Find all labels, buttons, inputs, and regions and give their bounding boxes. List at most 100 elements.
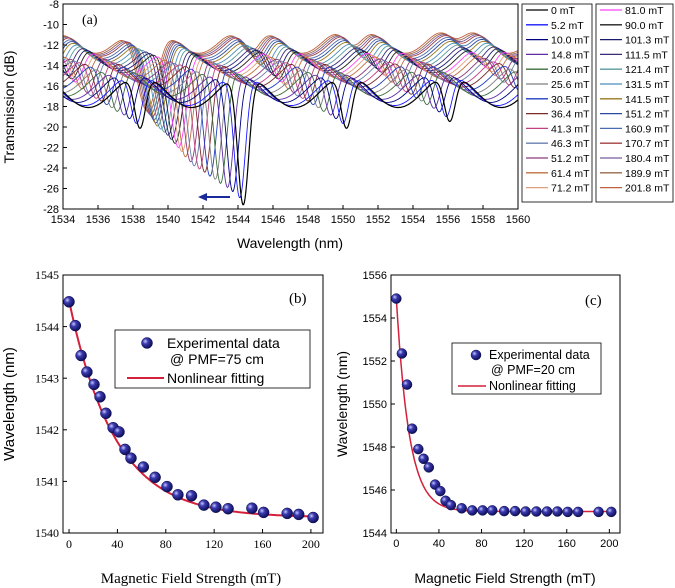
legend-label: 81.0 mT — [625, 5, 664, 17]
x-b-tick-label: 200 — [302, 537, 320, 551]
x-a-tick-label: 1554 — [401, 214, 425, 226]
fit-line — [395, 298, 615, 513]
x-c-tick-label: 120 — [515, 538, 533, 550]
y-axis-ticks-b: 1540 1541 1542 1543 1544 1545 — [35, 268, 67, 540]
x-a-tick-label: 1558 — [471, 214, 495, 226]
data-point — [466, 505, 478, 516]
x-axis-label-b: Magnetic Field Strength (mT) — [101, 571, 281, 587]
x-axis-ticks-b: 0 40 80 120 160 200 — [66, 529, 320, 551]
panel-label-c: (c) — [585, 293, 602, 309]
data-point — [149, 471, 161, 484]
shift-arrow — [198, 193, 230, 201]
spectrum-curves — [63, 32, 518, 206]
legend-label: 189.9 mT — [625, 168, 670, 180]
data-point — [486, 505, 498, 516]
data-point — [75, 349, 87, 362]
y-c-tick-label: 1550 — [363, 399, 387, 411]
x-b-tick-label: 80 — [160, 537, 172, 551]
y-axis-ticks-c: 1544 1546 1548 1550 1552 1554 1556 — [363, 270, 395, 540]
legend-text-b-3: Nonlinear fitting — [167, 370, 264, 386]
legend-label: 41.3 mT — [551, 123, 590, 135]
y-a-tick-label: -16 — [43, 81, 59, 93]
legend-label: 180.4 mT — [625, 153, 670, 165]
data-point — [210, 501, 222, 513]
data-point — [541, 506, 553, 517]
x-b-tick-label: 40 — [111, 537, 123, 551]
data-point — [401, 379, 413, 390]
legend-label: 36.4 mT — [551, 109, 590, 121]
y-a-tick-label: -24 — [43, 163, 59, 175]
x-axis-ticks-c: 0 40 80 120 160 200 — [393, 529, 619, 550]
legend-label: 0 mT — [551, 5, 576, 17]
data-points-b — [63, 296, 319, 524]
legend-c: Experimental data @ PMF=20 cm Nonlinear … — [451, 342, 602, 395]
legend-label: 20.6 mT — [551, 64, 590, 76]
x-c-tick-label: 0 — [393, 538, 399, 550]
data-point — [456, 503, 467, 514]
legend-label: 111.5 mT — [625, 49, 668, 61]
data-point — [69, 319, 82, 332]
y-a-tick-label: -26 — [43, 183, 59, 195]
y-axis-label-c: Wavelength (nm) — [334, 351, 350, 457]
y-b-tick-label: 1543 — [35, 371, 59, 385]
data-point — [257, 506, 270, 519]
legend-text-b-2: @ PMF=75 cm — [170, 351, 264, 367]
x-a-tick-label: 1534 — [51, 214, 75, 226]
data-point — [435, 485, 446, 497]
x-a-tick-label: 1560 — [506, 214, 530, 226]
legend-label: 121.4 mT — [625, 64, 670, 76]
legend-label: 71.2 mT — [551, 183, 590, 195]
y-c-tick-label: 1554 — [363, 313, 387, 325]
data-point — [63, 296, 75, 308]
data-point — [125, 452, 137, 464]
legend-text-b-1: Experimental data — [167, 335, 280, 351]
data-point — [593, 506, 604, 518]
legend-a: 0 mT 5.2 mT 10.0 mT 14.8 mT 20.6 mT 25.6 mT 30… — [526, 5, 670, 195]
y-c-tick-label: 1552 — [363, 356, 387, 368]
x-a-tick-label: 1550 — [331, 214, 355, 226]
x-a-tick-label: 1548 — [296, 214, 320, 226]
panel-c: 0 40 80 120 160 200 1544154615481550155215541… — [334, 270, 621, 586]
y-a-tick-label: -20 — [43, 122, 59, 134]
data-point — [520, 506, 531, 517]
x-a-tick-label: 1542 — [191, 214, 215, 226]
data-point — [498, 505, 510, 517]
plot-frame-b — [62, 274, 324, 534]
data-point — [137, 461, 150, 473]
x-b-tick-label: 160 — [254, 537, 272, 551]
x-c-tick-label: 40 — [433, 538, 445, 550]
spectrum-line — [63, 80, 518, 198]
x-a-tick-label: 1546 — [261, 214, 285, 226]
legend-marker-b — [141, 337, 153, 349]
spectrum-line — [63, 81, 518, 206]
y-b-tick-label: 1540 — [35, 526, 59, 540]
spectrum-line — [63, 74, 518, 189]
data-point — [509, 505, 521, 517]
data-points-c — [391, 293, 617, 518]
data-point — [396, 348, 408, 359]
y-a-tick-label: -14 — [43, 60, 59, 72]
y-b-tick-label: 1542 — [35, 423, 59, 437]
x-a-tick-label: 1538 — [121, 214, 145, 226]
legend-text-c-1: Experimental data — [489, 348, 590, 362]
data-point — [391, 293, 402, 304]
x-a-tick-label: 1536 — [86, 214, 110, 226]
legend-label: 131.5 mT — [625, 79, 670, 91]
x-c-tick-label: 200 — [600, 538, 618, 550]
legend-text-c-3: Nonlinear fitting — [489, 379, 576, 393]
y-c-tick-label: 1556 — [363, 270, 387, 282]
data-point — [423, 462, 435, 473]
y-c-tick-label: 1544 — [363, 528, 387, 540]
data-point — [172, 489, 184, 501]
data-point — [185, 490, 198, 502]
legend-label: 14.8 mT — [551, 49, 590, 61]
data-point — [100, 407, 112, 420]
data-point — [606, 506, 617, 518]
legend-label: 61.4 mT — [551, 168, 590, 180]
legend-box-a1 — [521, 3, 593, 203]
legend-label: 25.6 mT — [551, 79, 590, 91]
legend-label: 10.0 mT — [551, 35, 590, 47]
x-c-tick-label: 80 — [475, 538, 487, 550]
data-point — [572, 506, 584, 518]
y-axis-label-b: Wavelength (nm) — [1, 347, 18, 461]
